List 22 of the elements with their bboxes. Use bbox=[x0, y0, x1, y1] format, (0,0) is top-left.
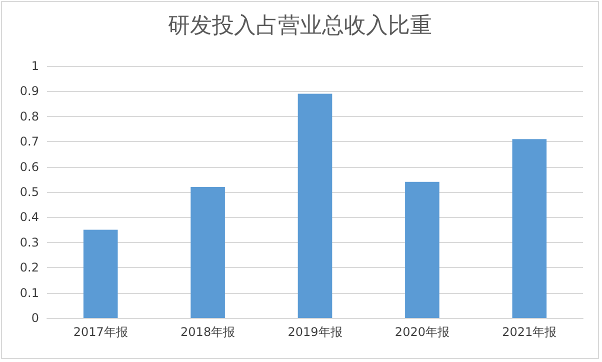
chart-title: 研发投入占营业总收入比重 bbox=[168, 14, 432, 38]
x-tick-label: 2020年报 bbox=[394, 325, 450, 339]
y-tick-label: 0 bbox=[31, 311, 39, 325]
y-tick-label: 0.1 bbox=[20, 286, 39, 300]
x-tick-label: 2018年报 bbox=[180, 325, 236, 339]
y-tick-label: 0.5 bbox=[20, 185, 39, 199]
bar bbox=[298, 94, 332, 318]
y-tick-label: 0.9 bbox=[20, 84, 39, 98]
x-tick-label: 2021年报 bbox=[502, 325, 557, 339]
bar bbox=[512, 139, 547, 318]
bar bbox=[190, 186, 225, 318]
y-tick-label: 0.2 bbox=[20, 260, 39, 275]
bar bbox=[405, 182, 440, 318]
y-tick-label: 0.7 bbox=[20, 134, 39, 149]
y-tick-label: 0.4 bbox=[20, 210, 39, 224]
y-tick-label: 0.3 bbox=[20, 235, 39, 250]
x-tick-label: 2017年报 bbox=[73, 325, 128, 339]
bar bbox=[83, 230, 118, 318]
y-tick-label: 1 bbox=[31, 59, 39, 73]
y-tick-label: 0.8 bbox=[20, 109, 39, 124]
x-tick-label: 2019年报 bbox=[288, 325, 342, 339]
y-tick-label: 0.6 bbox=[20, 160, 39, 174]
